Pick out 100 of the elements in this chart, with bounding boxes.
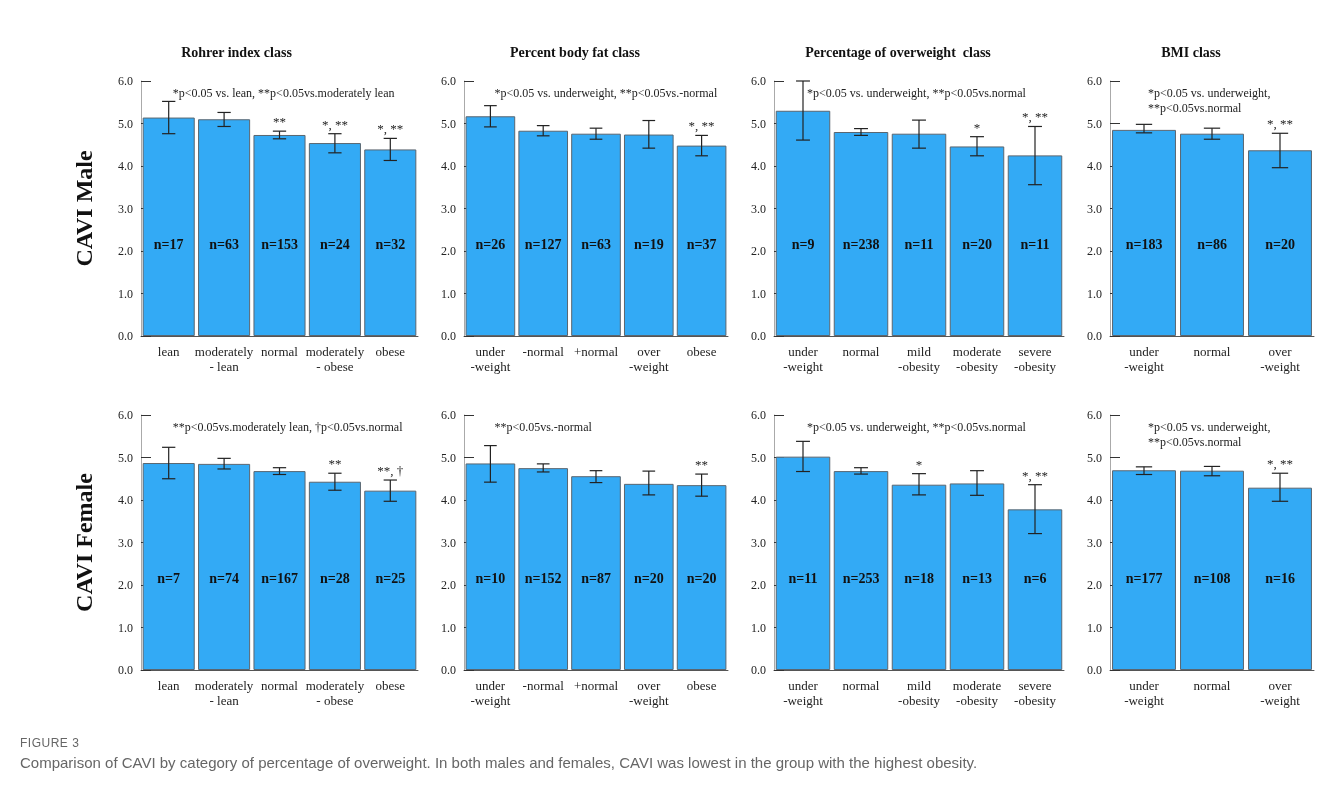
annotation: n=108 bbox=[1193, 570, 1231, 586]
annotation: *p<0.05 vs. underweight, **p<0.05vs.normal bbox=[807, 85, 1027, 100]
annotation: n=6 bbox=[1023, 570, 1047, 586]
x-tick-label: +normal bbox=[573, 678, 619, 693]
y-tick-label: 1.0 bbox=[751, 620, 766, 635]
annotation: n=16 bbox=[1265, 570, 1295, 586]
bar bbox=[518, 130, 569, 336]
annotation: n=13 bbox=[962, 570, 992, 586]
x-tick-label: normal bbox=[842, 678, 880, 693]
bar bbox=[142, 117, 195, 336]
x-tick-label: over -weight bbox=[1260, 344, 1301, 374]
y-tick-label: 3.0 bbox=[1087, 201, 1102, 216]
y-tick-label: 5.0 bbox=[1087, 116, 1102, 131]
annotation: n=74 bbox=[209, 570, 239, 586]
annotation: * bbox=[973, 119, 981, 135]
bar bbox=[308, 143, 361, 336]
annotation: ** bbox=[328, 456, 342, 472]
annotation: *, ** bbox=[1022, 109, 1048, 125]
bar bbox=[1007, 509, 1063, 670]
y-tick-label: 0.0 bbox=[1087, 329, 1102, 343]
x-tick-label: lean bbox=[157, 678, 181, 693]
annotation: n=63 bbox=[209, 236, 239, 252]
y-tick-label: 0.0 bbox=[118, 329, 133, 343]
y-tick-label: 3.0 bbox=[118, 201, 133, 216]
x-tick-label: normal bbox=[842, 344, 880, 359]
y-tick-label: 3.0 bbox=[441, 535, 456, 550]
annotation: n=17 bbox=[153, 236, 184, 252]
annotation: n=183 bbox=[1125, 236, 1163, 252]
annotation: *p<0.05 vs. lean, **p<0.05vs.moderately lean bbox=[172, 85, 395, 100]
y-tick-label: 1.0 bbox=[1087, 620, 1102, 635]
y-tick-label: 0.0 bbox=[751, 329, 766, 343]
y-tick-label: 0.0 bbox=[1087, 663, 1102, 677]
annotation: n=28 bbox=[320, 570, 350, 586]
annotation: n=19 bbox=[633, 236, 664, 252]
y-tick-label: 4.0 bbox=[441, 159, 456, 173]
y-tick-label: 1.0 bbox=[441, 620, 456, 635]
bar bbox=[949, 483, 1005, 670]
y-tick-label: 6.0 bbox=[441, 74, 456, 88]
x-tick-label: -normal bbox=[522, 344, 565, 359]
y-tick-label: 4.0 bbox=[1087, 159, 1102, 173]
y-tick-label: 2.0 bbox=[751, 244, 766, 258]
annotation: n=25 bbox=[375, 570, 406, 586]
annotation: *, ** bbox=[688, 118, 715, 134]
annotation: n=11 bbox=[788, 570, 818, 586]
annotation: n=87 bbox=[581, 570, 611, 586]
y-tick-label: 4.0 bbox=[441, 493, 456, 507]
bar bbox=[198, 119, 251, 336]
annotation: **, † bbox=[377, 463, 404, 479]
y-tick-label: 4.0 bbox=[751, 159, 766, 173]
bar bbox=[775, 110, 831, 336]
annotation: ** bbox=[695, 457, 709, 473]
y-tick-label: 3.0 bbox=[118, 535, 133, 550]
bar bbox=[1248, 487, 1312, 670]
bar bbox=[891, 133, 947, 336]
bar bbox=[1112, 470, 1176, 670]
x-tick-label: moderately - lean bbox=[194, 344, 254, 374]
annotation: n=153 bbox=[261, 236, 298, 252]
y-tick-label: 3.0 bbox=[1087, 535, 1102, 550]
annotation: n=18 bbox=[904, 570, 934, 586]
x-tick-label: normal bbox=[261, 678, 299, 693]
y-tick-label: 4.0 bbox=[118, 493, 133, 507]
y-tick-label: 1.0 bbox=[118, 620, 133, 635]
annotation: *, ** bbox=[377, 121, 404, 137]
y-tick-label: 1.0 bbox=[1087, 286, 1102, 301]
bar bbox=[364, 490, 417, 670]
x-tick-label: over -weight bbox=[628, 678, 670, 708]
bar bbox=[1180, 470, 1244, 670]
annotation: n=253 bbox=[842, 570, 880, 586]
y-tick-label: 3.0 bbox=[751, 201, 766, 216]
bar bbox=[571, 476, 621, 670]
y-tick-label: 1.0 bbox=[751, 286, 766, 301]
bar bbox=[198, 463, 251, 670]
y-tick-label: 5.0 bbox=[441, 116, 456, 131]
y-axis-title: CAVI Female bbox=[71, 472, 97, 612]
annotation: n=20 bbox=[1265, 236, 1295, 252]
y-tick-label: 1.0 bbox=[118, 286, 133, 301]
y-tick-label: 6.0 bbox=[751, 74, 766, 88]
y-tick-label: 6.0 bbox=[751, 408, 766, 422]
chart-title: Rohrer index class bbox=[181, 44, 293, 60]
y-tick-label: 2.0 bbox=[118, 578, 133, 592]
annotation: n=11 bbox=[904, 236, 934, 252]
annotation: n=127 bbox=[524, 236, 562, 252]
x-tick-label: over -weight bbox=[628, 344, 670, 374]
annotation: *, ** bbox=[1022, 467, 1048, 483]
chart-title: Percentage of overweight class bbox=[805, 44, 992, 60]
bar bbox=[571, 133, 621, 336]
bar bbox=[775, 456, 831, 670]
text: Comparison of CAVI by category of percentage of overweight. In both males and females, CAVI was lowest in the group with the highest obesity. bbox=[20, 754, 979, 771]
annotation: n=20 bbox=[633, 570, 664, 586]
x-tick-label: obese bbox=[686, 678, 717, 693]
bar bbox=[518, 468, 569, 670]
y-tick-label: 6.0 bbox=[441, 408, 456, 422]
x-tick-label: obese bbox=[375, 344, 406, 359]
x-tick-label: under -weight bbox=[1124, 678, 1165, 708]
bar bbox=[623, 483, 674, 670]
y-tick-label: 6.0 bbox=[1087, 408, 1102, 422]
y-tick-label: 0.0 bbox=[441, 663, 456, 677]
annotation: n=152 bbox=[524, 570, 562, 586]
x-tick-label: -normal bbox=[522, 678, 565, 693]
text: FIGURE 3 bbox=[20, 736, 81, 750]
